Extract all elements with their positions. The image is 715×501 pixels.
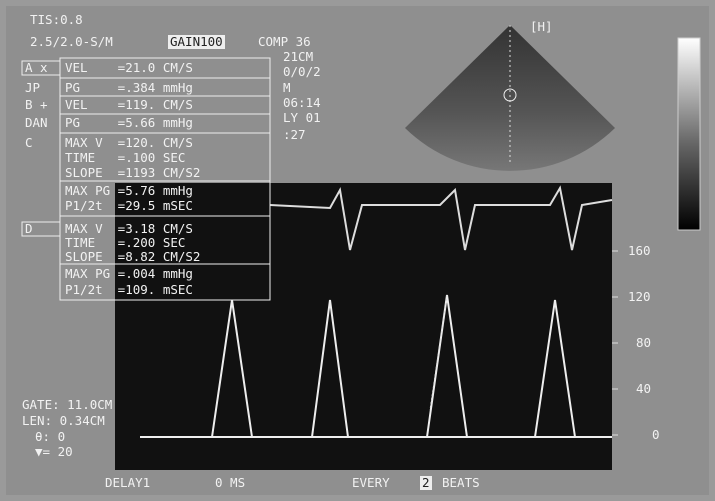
sample-gate — [503, 88, 517, 102]
scale-ticks — [612, 250, 618, 436]
measurement: MAX V =120. CM/S — [65, 135, 193, 150]
measurement: P1/2t =109. mSEC — [65, 282, 193, 297]
measurement-box — [21, 57, 271, 301]
sector-label: [H] — [530, 19, 553, 34]
measurement: SLOPE =8.82 CM/S2 — [65, 249, 201, 264]
side-info: M — [283, 80, 291, 95]
side-info: :27 — [283, 127, 306, 142]
measurement: TIME =.200 SEC — [65, 235, 186, 250]
cursor-label: JP — [25, 80, 41, 95]
every: EVERY — [352, 475, 390, 490]
scale-label: 0 — [652, 427, 660, 442]
measurement: PG =5.66 mmHg — [65, 115, 193, 130]
scale-label: 80 — [636, 335, 652, 350]
sector-image — [405, 25, 615, 171]
cursor-label: B + — [25, 97, 48, 112]
cursor-label: C — [25, 135, 33, 150]
measurement: VEL =21.0 CM/S — [65, 60, 193, 75]
gate-info: LEN: 0.34CM — [22, 413, 105, 428]
measurement: MAX PG =5.76 mmHg — [65, 183, 193, 198]
side-info: 0/0/2 — [283, 64, 321, 79]
measurement: MAX PG =.004 mmHg — [65, 266, 193, 281]
tis: TIS:0.8 — [30, 12, 83, 27]
gate-info: ▼= 20 — [35, 444, 73, 459]
measurement: MAX V =3.18 CM/S — [65, 221, 193, 236]
probe: 2.5/2.0-S/M — [30, 34, 113, 49]
delay-ms: 0 MS — [215, 475, 246, 490]
beats: BEATS — [442, 475, 480, 490]
measurement: P1/2t =29.5 mSEC — [65, 198, 193, 213]
grayscale-bar — [677, 37, 701, 231]
cursor-label: D — [25, 221, 33, 236]
cursor-label: DAN — [25, 115, 48, 130]
spectral-display — [115, 183, 612, 470]
scale-label: 40 — [636, 381, 652, 396]
gate-info: GATE: 11.0CM — [22, 397, 113, 412]
measurement: PG =.384 mmHg — [65, 80, 193, 95]
measurement: SLOPE =1193 CM/S2 — [65, 165, 201, 180]
scale-label: 120 — [628, 289, 651, 304]
side-info: LY 01 — [283, 110, 321, 125]
gain: GAIN100 — [168, 34, 225, 49]
comp: COMP 36 — [258, 34, 311, 49]
cursor-label: A x — [25, 60, 48, 75]
measure-line — [429, 294, 448, 411]
beats-count: 2 — [420, 475, 432, 490]
gate-info: θ: 0 — [35, 429, 66, 444]
ecg-trace — [269, 185, 613, 251]
scale-label: 160 — [628, 243, 651, 258]
side-info: 06:14 — [283, 95, 321, 110]
measurement: TIME =.100 SEC — [65, 150, 186, 165]
measurement: VEL =119. CM/S — [65, 97, 193, 112]
side-info: 21CM — [283, 49, 314, 64]
delay: DELAY1 — [105, 475, 151, 490]
